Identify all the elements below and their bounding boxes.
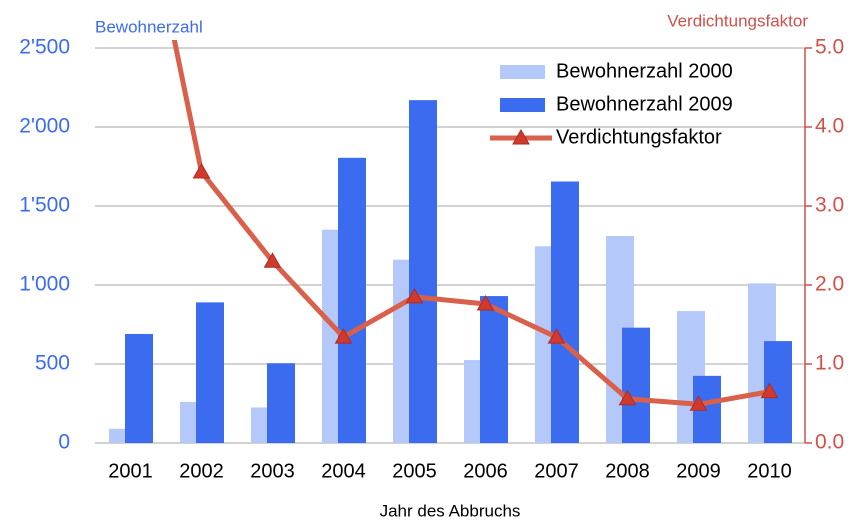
bar [480, 296, 508, 443]
x-axis-title: Jahr des Abbruchs [380, 501, 521, 520]
y-tick-label: 1'500 [19, 194, 70, 217]
y2-tick-label: 4.0 [815, 115, 844, 138]
y-tick-label: 1'000 [19, 273, 70, 296]
x-tick-label: 2005 [392, 460, 437, 482]
y2-tick-label: 1.0 [815, 352, 844, 375]
legend-swatch [500, 98, 545, 112]
legend-label: Bewohnerzahl 2009 [556, 93, 733, 115]
legend-swatch [500, 65, 545, 79]
legend-marker [512, 128, 530, 145]
bar [551, 181, 579, 443]
bar [267, 363, 295, 443]
x-tick-label: 2002 [179, 460, 224, 482]
plot [109, 40, 792, 443]
y2-tick-label: 2.0 [815, 273, 844, 296]
line-marker [263, 252, 282, 268]
y-tick-label: 500 [35, 352, 70, 375]
y-tick-label: 0 [58, 431, 70, 454]
bar [338, 157, 366, 443]
x-tick-label: 2008 [605, 460, 650, 482]
bar [196, 302, 224, 443]
line-marker [689, 395, 708, 411]
y2-tick-label: 0.0 [815, 431, 844, 454]
y-tick-label: 2'000 [19, 115, 70, 138]
bar [622, 327, 650, 443]
line-marker [760, 382, 779, 399]
line-marker [618, 389, 637, 406]
y-axis-title: Bewohnerzahl [95, 17, 203, 36]
legend-label: Verdichtungsfaktor [556, 126, 722, 148]
y2-tick-label: 3.0 [815, 194, 844, 217]
line-series [171, 40, 770, 407]
line-marker [547, 328, 566, 344]
x-tick-label: 2006 [463, 460, 508, 482]
bar [125, 333, 153, 443]
x-tick-label: 2009 [676, 460, 721, 482]
x-tick-label: 2004 [321, 460, 366, 482]
y-tick-label: 2'500 [19, 36, 70, 59]
line-marker [405, 287, 424, 304]
bar [409, 100, 437, 443]
x-tick-label: 2007 [534, 460, 579, 482]
line-marker [476, 294, 495, 311]
x-tick-label: 2001 [108, 460, 153, 482]
legend-label: Bewohnerzahl 2000 [556, 60, 733, 82]
line-marker [334, 328, 353, 344]
y2-axis-title: Verdichtungsfaktor [667, 11, 808, 30]
x-tick-label: 2010 [747, 460, 792, 482]
x-tick-label: 2003 [250, 460, 295, 482]
line-marker [192, 163, 211, 179]
y2-tick-label: 5.0 [815, 36, 844, 59]
